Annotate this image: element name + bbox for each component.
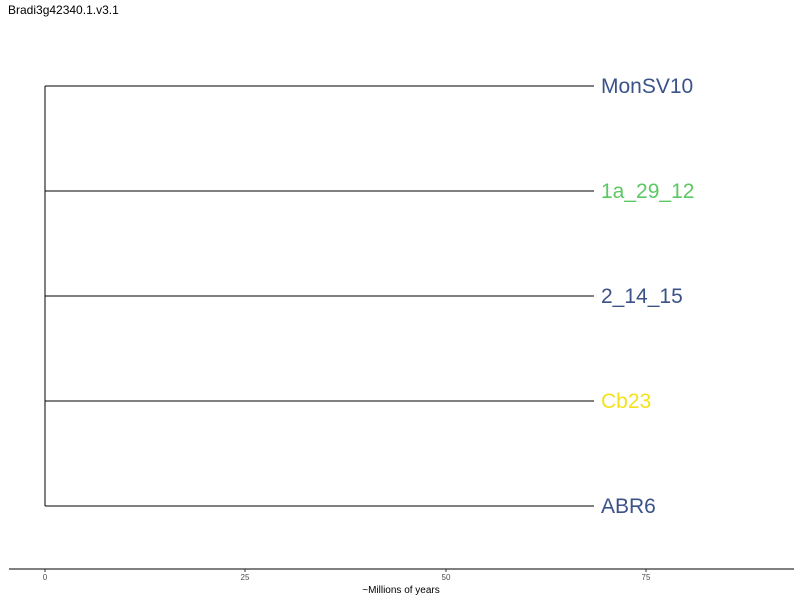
leaf-label-1a-29-12: 1a_29_12 (601, 180, 694, 203)
x-axis-tick-label: 75 (642, 573, 651, 582)
x-axis-tick-label: 50 (442, 573, 451, 582)
x-axis-tick-label: 0 (43, 573, 48, 582)
x-axis: 0 25 50 75 ~Millions of years (9, 568, 794, 596)
x-axis-tick-label: 25 (241, 573, 250, 582)
tree-branches (44, 85, 594, 507)
leaf-label-cb23: Cb23 (601, 390, 651, 413)
tree-title: Bradi3g42340.1.v3.1 (8, 3, 119, 17)
leaf-labels: MonSV10 1a_29_12 2_14_15 Cb23 ABR6 (601, 75, 694, 518)
leaf-label-monsv10: MonSV10 (601, 75, 693, 98)
leaf-label-abr6: ABR6 (601, 495, 656, 518)
x-axis-title: ~Millions of years (362, 585, 440, 596)
leaf-label-2-14-15: 2_14_15 (601, 285, 683, 308)
